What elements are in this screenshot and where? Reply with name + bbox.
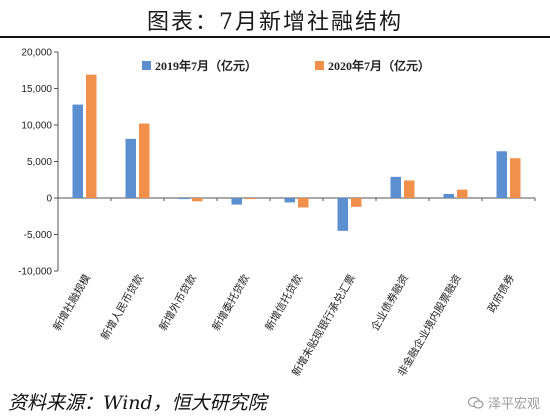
x-category-label: 新增外币贷款 [156,272,199,333]
x-category-label: 新增人民币贷款 [98,272,146,343]
bars [72,74,521,231]
bar-2020 [86,74,97,198]
y-tick-label: -5,000 [24,230,53,241]
bar-2020 [139,123,150,198]
bar-2019 [390,176,401,198]
y-tick-label: 20,000 [21,48,52,59]
x-category-label: 政府债券 [485,272,518,315]
bar-2020 [457,189,468,198]
title-rule-right [300,36,550,38]
legend-swatch-2019 [142,61,151,70]
bar-2020 [298,198,309,208]
y-tick-label: 5,000 [27,157,52,168]
source-note: 资料来源：Wind，恒大研究院 [8,392,267,414]
legend-label-2019: 2019年7月（亿元） [155,58,257,73]
bar-2019 [178,198,189,200]
x-category-label: 新增信托贷款 [262,272,305,333]
legend-swatch-2020 [315,61,324,70]
bar-2019 [231,198,242,205]
bar-2020 [404,180,415,198]
y-tick-label: 0 [46,194,52,205]
bar-2020 [510,158,521,198]
x-category-label: 新增社融规模 [50,272,93,333]
x-axis-labels: 新增社融规模 新增人民币贷款 新增外币贷款 新增委托贷款 新增信托贷款新增未贴现银行承兑… [50,198,536,379]
bar-2019 [284,198,295,203]
watermark: 泽平宏观 [467,393,540,412]
x-category-label: 企业债券融资 [368,272,411,333]
bar-2019 [496,151,507,198]
wechat-icon [467,396,484,409]
bar-2019 [337,198,348,231]
page-title: 图表：7月新增社融结构 [147,10,403,35]
legend-label-2020: 2020年7月（亿元） [328,58,430,73]
y-axis: 20,000 15,000 10,000 5,000 0 -5,000 -10,000 [18,48,535,278]
bar-2020 [245,198,256,200]
title-rule-left [0,36,300,38]
bar-2020 [192,198,203,202]
y-tick-label: 10,000 [21,121,52,132]
y-tick-label: 15,000 [21,84,52,95]
watermark-text: 泽平宏观 [487,397,540,412]
y-tick-label: -10,000 [18,267,52,278]
legend: 2019年7月（亿元） 2020年7月（亿元） [142,58,430,73]
chart: 20,000 15,000 10,000 5,000 0 -5,000 -10,000 新增… [18,48,536,379]
bar-2019 [72,104,83,198]
x-category-label: 新增委托贷款 [209,272,252,333]
bar-2020 [351,198,362,207]
bar-2019 [125,138,136,198]
bar-2019 [443,193,454,198]
